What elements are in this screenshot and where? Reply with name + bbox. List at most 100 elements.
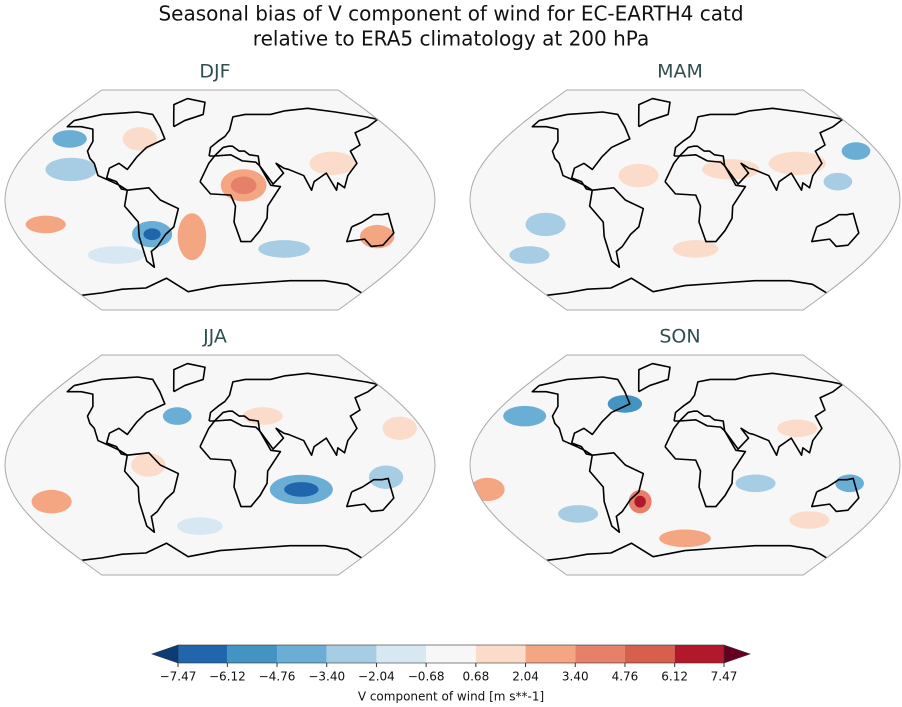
bias-area: [558, 505, 599, 523]
coastline: [588, 186, 645, 269]
bias-area: [284, 482, 319, 497]
bias-area: [823, 172, 853, 191]
coastline: [199, 418, 282, 508]
colorbar-label: V component of wind [m s**-1]: [358, 690, 544, 704]
colorbar-tick-label: −6.12: [209, 670, 246, 684]
colorbar-segment: [277, 645, 327, 663]
panel-title: MAM: [657, 61, 703, 83]
bias-area: [309, 151, 356, 176]
coastline: [123, 186, 180, 269]
colorbar-segment: [178, 645, 228, 663]
bias-area: [52, 130, 87, 148]
bias-area: [672, 240, 719, 258]
bias-area: [835, 474, 864, 493]
coastline: [172, 362, 206, 393]
bias-area: [735, 474, 776, 493]
bias-area: [607, 395, 643, 413]
coastline: [546, 277, 828, 297]
coastline: [345, 212, 395, 248]
coastline: [66, 376, 166, 457]
coastline: [673, 107, 844, 192]
colorbar-over: [723, 644, 751, 664]
map-outline: [469, 354, 901, 576]
panel-title: JJA: [202, 326, 227, 348]
bias-area: [525, 212, 566, 237]
bias-area: [177, 517, 223, 535]
coastline: [123, 451, 180, 534]
coastline: [810, 477, 860, 513]
maps: DJF MAM JJA SON: [4, 61, 901, 576]
map-outline: [469, 89, 901, 311]
map-panel: MAM: [469, 61, 901, 311]
coastline: [172, 97, 206, 128]
coastline: [531, 376, 631, 457]
map-field: [509, 97, 871, 297]
coastline: [637, 362, 671, 393]
bias-area: [777, 419, 818, 438]
panel-title: DJF: [199, 61, 230, 83]
bias-area: [242, 407, 283, 425]
bias-area: [659, 529, 711, 548]
colorbar-tick-label: 3.40: [562, 670, 589, 684]
coastline: [208, 372, 379, 457]
colorbar-tick-label: 0.68: [462, 670, 489, 684]
coastline: [345, 477, 395, 513]
map-background: [5, 355, 435, 575]
bias-area: [25, 215, 66, 234]
bias-area: [768, 151, 826, 176]
coastline: [208, 107, 379, 192]
bias-area: [789, 511, 830, 529]
colorbar-segment: [426, 645, 476, 663]
bias-area: [31, 489, 72, 514]
coastline: [664, 153, 747, 243]
map-field: [25, 97, 395, 297]
bias-area: [122, 127, 158, 151]
colorbar-frame: [177, 644, 725, 664]
bias-area: [230, 176, 257, 195]
bias-area: [87, 246, 145, 264]
map-background: [5, 90, 435, 310]
panel-title: SON: [659, 326, 700, 348]
colorbar-segment: [575, 645, 625, 663]
bias-area: [162, 407, 192, 425]
coastline: [810, 212, 860, 248]
coastline: [637, 97, 671, 128]
map-panel: JJA: [4, 326, 436, 576]
bias-area: [702, 159, 760, 180]
bias-area: [143, 228, 161, 241]
bias-area: [368, 465, 404, 489]
colorbar-tick-label: 2.04: [512, 670, 539, 684]
colorbar-tick-label: 7.47: [711, 670, 738, 684]
colorbar-segment: [525, 645, 576, 663]
colorbar-segment: [376, 645, 427, 663]
coastline: [546, 542, 828, 562]
coastline: [66, 111, 166, 192]
bias-area: [841, 142, 871, 160]
coastline: [531, 111, 631, 192]
bias-area: [45, 157, 98, 182]
coastline: [81, 277, 363, 297]
colorbar-tick-label: −7.47: [160, 670, 197, 684]
figure-title: Seasonal bias of V component of wind for…: [158, 2, 743, 26]
coastline: [588, 451, 645, 534]
colorbar-tick-label: −0.68: [408, 670, 445, 684]
colorbar: −7.47 −6.12 −4.76 −3.40 −2.04 −0.68 0.68 2.04 3.…: [151, 644, 751, 704]
colorbar-tick-label: 6.12: [661, 670, 688, 684]
colorbar-segment: [475, 645, 526, 663]
colorbar-tick-label: −3.40: [308, 670, 345, 684]
bias-area: [634, 495, 646, 508]
bias-area: [618, 163, 659, 188]
colorbar-segment: [624, 645, 675, 663]
colorbar-tick-label: −2.04: [358, 670, 395, 684]
colorbar-tick-label: 4.76: [612, 670, 639, 684]
bias-area: [258, 240, 310, 258]
map-outline: [4, 354, 436, 576]
colorbar-segment: [227, 645, 278, 663]
coastline: [199, 153, 282, 243]
coastline: [664, 418, 747, 508]
map-background: [470, 90, 900, 310]
bias-area: [503, 405, 547, 427]
colorbar-segment: [674, 645, 724, 663]
coastline: [81, 542, 363, 562]
